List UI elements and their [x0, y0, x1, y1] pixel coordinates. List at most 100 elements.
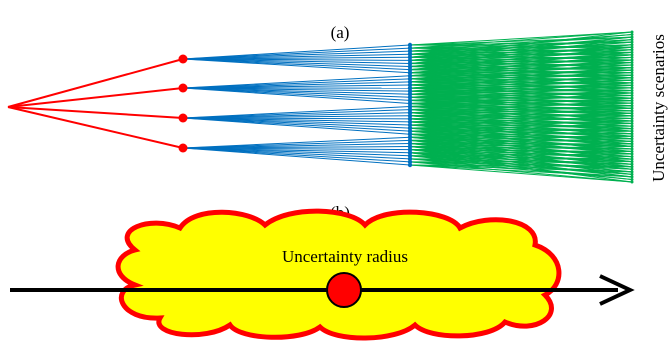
blue-node [407, 119, 413, 125]
blue-edge [182, 147, 411, 154]
blue-node [407, 125, 413, 131]
blue-edge [182, 147, 411, 160]
green-edge [409, 79, 633, 89]
green-node [630, 104, 634, 108]
green-node [630, 127, 634, 131]
blue-edge [182, 87, 411, 95]
blue-edge [182, 87, 411, 101]
green-edge [409, 123, 633, 132]
blue-edge [182, 147, 411, 163]
green-edge [409, 36, 633, 58]
green-node [630, 101, 634, 105]
blue-node [407, 52, 413, 57]
blue-edge [182, 84, 411, 89]
green-edge [409, 115, 633, 126]
green-edge [409, 41, 633, 58]
blue-node [407, 92, 413, 97]
green-edge [409, 107, 633, 120]
blue-node [407, 122, 413, 128]
cloud-label: Uncertainty radius [282, 247, 408, 266]
green-node [630, 35, 634, 39]
green-node [630, 76, 634, 80]
green-edge [409, 49, 633, 64]
green-node [630, 109, 634, 113]
blue-node [407, 107, 413, 112]
green-edge [409, 164, 633, 183]
green-node [630, 66, 634, 70]
green-node [630, 129, 634, 133]
green-node [630, 91, 634, 95]
green-edge [409, 136, 633, 142]
red-node [178, 54, 188, 64]
green-edge [409, 164, 633, 168]
green-node [630, 142, 634, 146]
green-node [630, 55, 634, 59]
green-node [630, 45, 634, 49]
green-node [630, 137, 634, 141]
blue-node [407, 82, 413, 88]
green-edge [409, 161, 633, 178]
green-node [630, 33, 634, 37]
red-node [178, 83, 188, 93]
green-edge [409, 153, 633, 157]
blue-edge [182, 58, 411, 61]
green-edge [409, 36, 633, 61]
blue-edge [182, 58, 411, 68]
blue-edge [182, 136, 411, 149]
green-edge [409, 82, 633, 98]
blue-node [407, 88, 413, 94]
green-edge [409, 77, 633, 83]
green-node [630, 157, 634, 161]
blue-edge [182, 147, 411, 166]
green-node [630, 63, 634, 67]
green-edge [409, 84, 633, 101]
green-node [630, 78, 634, 82]
green-edge [409, 149, 633, 158]
panel-a-label: (a) [331, 23, 350, 42]
green-node [630, 144, 634, 148]
green-edge [409, 142, 633, 155]
green-edge [409, 39, 633, 52]
green-edge [409, 150, 633, 154]
green-edge [409, 164, 633, 173]
green-edge [409, 44, 633, 52]
blue-node [407, 128, 413, 134]
green-node [630, 139, 634, 143]
green-edge [409, 54, 633, 64]
blue-edge [182, 87, 411, 92]
green-edge [409, 41, 633, 46]
blue-node [407, 70, 413, 75]
blue-edge [182, 147, 411, 157]
green-node [630, 96, 634, 100]
green-edge [409, 120, 633, 129]
green-node [630, 40, 634, 44]
green-node [630, 83, 634, 87]
green-edge [409, 142, 633, 150]
blue-node [407, 67, 413, 72]
green-edge [409, 82, 633, 95]
green-node [630, 50, 634, 54]
blue-node [407, 73, 413, 78]
blue-node [407, 150, 413, 155]
green-edge [409, 46, 633, 58]
green-edge [409, 59, 633, 77]
blue-node [407, 147, 413, 152]
green-edge [409, 31, 633, 46]
green-edge [409, 112, 633, 123]
blue-edge [182, 47, 411, 60]
blue-edge [182, 58, 411, 71]
green-node [630, 124, 634, 128]
green-node [630, 81, 634, 85]
blue-edge [182, 58, 411, 64]
green-node [630, 94, 634, 98]
green-node [630, 68, 634, 72]
green-node [630, 53, 634, 57]
green-edge [409, 130, 633, 138]
green-node [630, 170, 634, 174]
blue-edge [182, 112, 411, 119]
green-edge [409, 97, 633, 108]
green-edge [409, 112, 633, 117]
green-edge [409, 120, 633, 126]
